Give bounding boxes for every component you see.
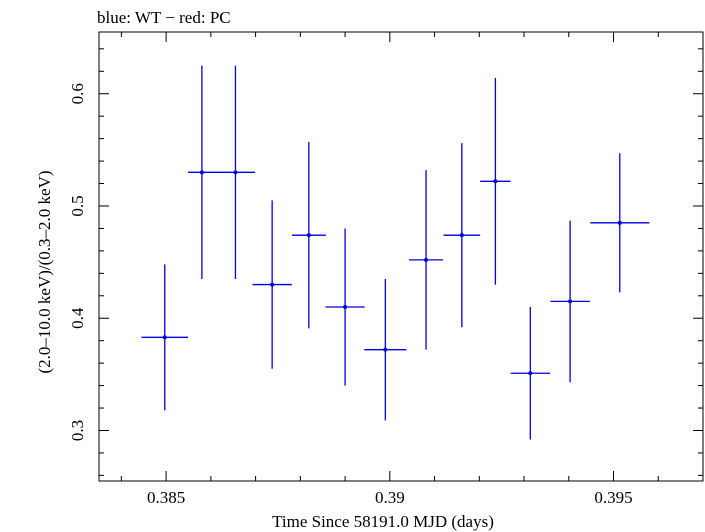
data-marker: [306, 233, 311, 238]
data-point: [550, 220, 590, 383]
data-point: [141, 264, 189, 411]
data-marker: [493, 179, 498, 184]
x-tick-label: 0.39: [375, 488, 405, 507]
y-tick-label: 0.6: [68, 83, 87, 104]
data-series: [141, 65, 650, 440]
data-point: [590, 153, 650, 293]
data-marker: [270, 282, 275, 287]
x-tick-label: 0.395: [594, 488, 632, 507]
data-marker: [199, 170, 204, 175]
data-marker: [343, 305, 348, 310]
data-marker: [383, 347, 388, 352]
data-point: [409, 170, 444, 350]
data-marker: [162, 335, 167, 340]
chart-title: blue: WT − red: PC: [97, 8, 231, 27]
data-point: [291, 142, 326, 329]
plot-frame: [98, 31, 704, 482]
data-point: [215, 65, 256, 279]
data-marker: [568, 299, 573, 304]
y-tick-label: 0.3: [68, 420, 87, 441]
data-marker: [528, 371, 533, 376]
data-point: [325, 228, 365, 386]
y-tick-label: 0.5: [68, 195, 87, 216]
data-point: [510, 307, 550, 440]
data-marker: [424, 257, 429, 262]
data-point: [364, 278, 407, 421]
data-marker: [233, 170, 238, 175]
data-point: [443, 143, 481, 328]
axes: 0.385 0.39 0.395 0.3 0.4 0.5 0.6: [68, 32, 704, 507]
data-point: [188, 65, 216, 279]
data-marker: [459, 233, 464, 238]
y-axis-label: (2.0–10.0 keV)/(0.3–2.0 keV): [35, 170, 54, 373]
data-point: [252, 200, 292, 369]
data-point: [480, 78, 511, 285]
x-tick-label: 0.385: [147, 488, 185, 507]
data-marker: [617, 220, 622, 225]
y-tick-label: 0.4: [68, 307, 87, 329]
x-axis-label: Time Since 58191.0 MJD (days): [272, 512, 494, 531]
